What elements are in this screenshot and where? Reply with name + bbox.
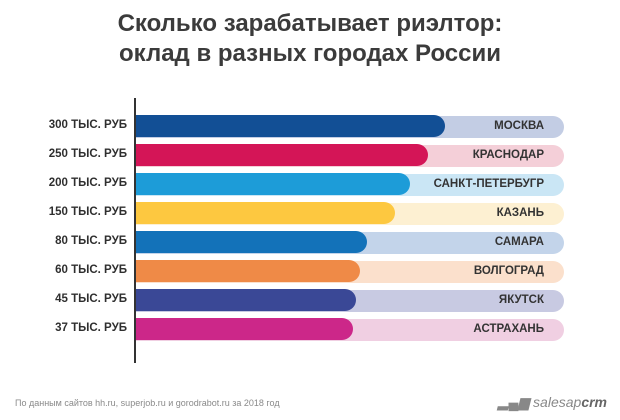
bar bbox=[136, 289, 356, 311]
bar bbox=[136, 318, 353, 340]
logo-text: salesap bbox=[533, 394, 582, 410]
source-note: По данным сайтов hh.ru, superjob.ru и go… bbox=[15, 398, 280, 408]
bar bbox=[136, 173, 410, 195]
category-label: ЯКУТСК bbox=[498, 294, 544, 306]
bar bbox=[136, 260, 360, 282]
logo-text-bold: crm bbox=[581, 394, 607, 410]
category-label: КАЗАНЬ bbox=[496, 207, 544, 219]
chart-title-line-2: оклад в разных городах России bbox=[118, 40, 502, 67]
signal-icon: ▂▄▆ bbox=[497, 394, 534, 410]
value-label: 200 ТЫС. РУБ bbox=[48, 177, 127, 189]
bar bbox=[136, 115, 445, 137]
bar bbox=[136, 202, 395, 224]
value-label: 45 ТЫС. РУБ bbox=[55, 293, 127, 305]
bar bbox=[136, 144, 428, 166]
category-label: МОСКВА bbox=[494, 120, 544, 132]
value-label: 250 ТЫС. РУБ bbox=[48, 148, 127, 160]
value-label: 37 ТЫС. РУБ bbox=[55, 322, 127, 334]
category-label: САНКТ-ПЕТЕРБУГР bbox=[433, 178, 544, 190]
category-label: ВОЛГОГРАД bbox=[473, 265, 544, 277]
bar bbox=[136, 231, 367, 253]
value-label: 80 ТЫС. РУБ bbox=[55, 235, 127, 247]
category-label: АСТРАХАНЬ bbox=[473, 323, 544, 335]
category-label: КРАСНОДАР bbox=[472, 149, 544, 161]
value-label: 150 ТЫС. РУБ bbox=[48, 206, 127, 218]
chart-title-line-1: Сколько зарабатывает риэлтор: bbox=[117, 10, 503, 37]
category-label: САМАРА bbox=[494, 236, 544, 248]
y-axis-line bbox=[134, 98, 136, 363]
value-label: 60 ТЫС. РУБ bbox=[55, 264, 127, 276]
logo: ▂▄▆ salesapcrm bbox=[498, 394, 607, 411]
value-label: 300 ТЫС. РУБ bbox=[48, 119, 127, 131]
